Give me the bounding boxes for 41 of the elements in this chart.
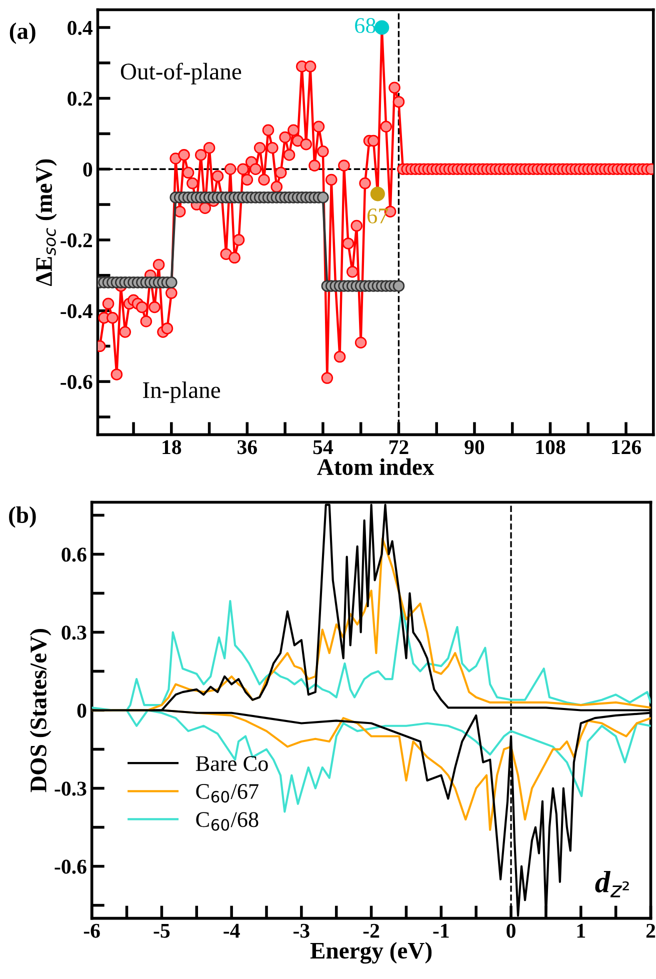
annotation: In-plane: [143, 381, 220, 403]
x-tick-label: 126: [612, 440, 642, 454]
annotation: 68: [355, 18, 376, 34]
x-tick-label: -6: [84, 924, 100, 938]
x-tick-label: -1: [433, 924, 449, 938]
x-tick-label: 2: [646, 924, 656, 938]
y-tick-label: 0.2: [68, 92, 92, 106]
y-tick-label: -0.6: [54, 860, 86, 874]
legend-label: C$_{60}$/68: [196, 812, 258, 831]
annotation: d$_{z²}$: [595, 870, 629, 898]
y-tick-label: 0.4: [68, 20, 92, 36]
y-tick-label: -0.3: [54, 782, 86, 796]
x-axis-title: Atom index: [317, 458, 434, 476]
y-axis-title: DOS (States/eV): [30, 629, 52, 792]
chart-title: (a): [10, 22, 36, 44]
annotation: Out-of-plane: [120, 62, 242, 84]
y-axis-title: ΔE$_{soc}$ (meV): [35, 159, 57, 286]
legend-label: Bare Co: [196, 756, 268, 772]
x-tick-label: 1: [577, 924, 586, 938]
y-tick-label: -0.2: [60, 233, 92, 248]
y-tick-label: 0: [83, 162, 92, 177]
annotation: 67: [368, 208, 388, 224]
y-tick-label: -0.6: [60, 374, 92, 390]
x-tick-label: 108: [536, 440, 566, 454]
y-tick-label: 0.6: [62, 548, 86, 562]
y-tick-label: 0: [77, 704, 86, 718]
x-tick-label: 18: [162, 440, 182, 454]
x-tick-label: 54: [313, 440, 333, 454]
x-tick-label: -5: [154, 924, 170, 938]
chart-title: (b): [9, 506, 36, 528]
x-tick-label: -2: [363, 924, 380, 938]
y-tick-label: -0.4: [60, 304, 92, 318]
x-tick-label: 90: [464, 440, 484, 454]
x-tick-label: 0: [506, 924, 516, 938]
x-tick-label: 36: [238, 440, 257, 454]
legend-label: C$_{60}$/67: [196, 784, 258, 803]
x-tick-label: -4: [224, 924, 240, 938]
x-tick-label: 72: [389, 440, 408, 454]
x-tick-label: -3: [294, 924, 310, 938]
x-axis-title: Energy (eV): [310, 942, 432, 964]
y-tick-label: 0.3: [62, 626, 86, 640]
